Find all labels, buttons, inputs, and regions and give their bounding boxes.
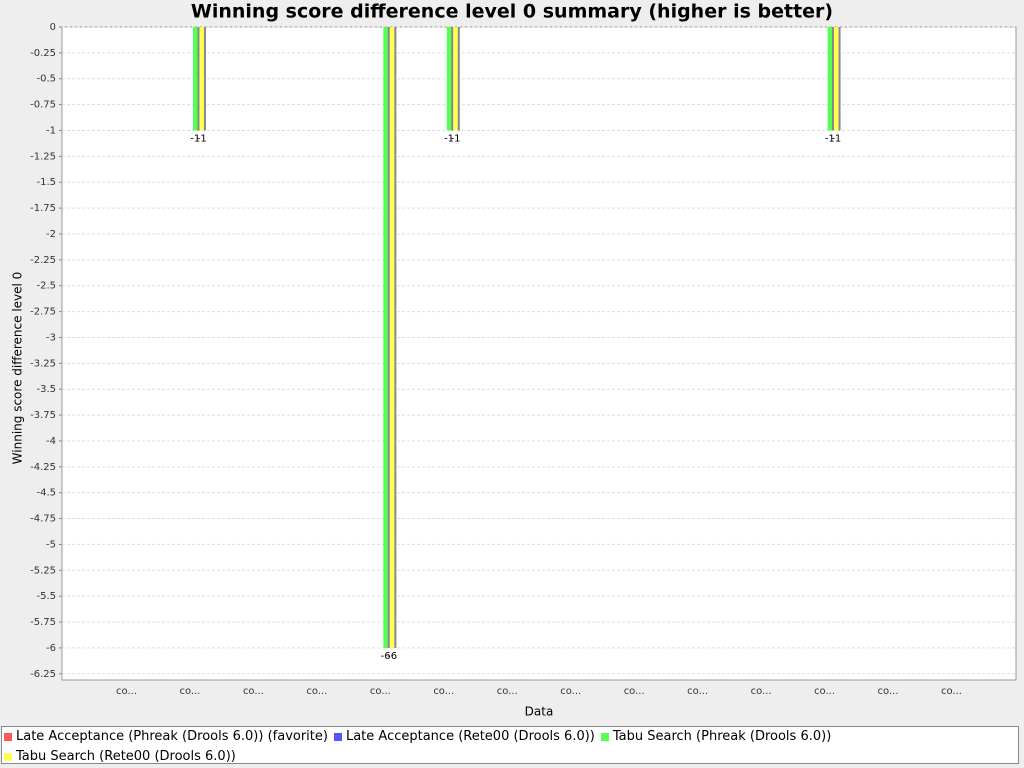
x-tick-label: co...: [560, 686, 581, 697]
y-tick-label: -3.5: [36, 384, 56, 395]
plot-area: [61, 26, 1017, 681]
bar: [446, 27, 452, 131]
x-tick-label: co...: [116, 686, 137, 697]
legend-swatch: [600, 732, 609, 741]
legend-item: Late Acceptance (Phreak (Drools 6.0)) (f…: [4, 727, 328, 747]
legend-label: Tabu Search (Rete00 (Drools 6.0)): [16, 749, 236, 764]
x-tick-label: co...: [687, 686, 708, 697]
y-tick-label: -1.75: [30, 203, 56, 214]
y-tick-label: -3.75: [30, 410, 56, 421]
x-tick-label: co...: [497, 686, 518, 697]
chart-title: Winning score difference level 0 summary…: [191, 1, 833, 23]
y-tick-label: -1.5: [36, 177, 56, 188]
x-tick-label: co...: [751, 686, 772, 697]
y-tick-label: -2: [46, 229, 56, 240]
legend-item: Late Acceptance (Rete00 (Drools 6.0)): [333, 727, 595, 747]
x-tick-label: co...: [624, 686, 645, 697]
data-label: -6: [381, 651, 391, 662]
y-tick-label: -3.25: [30, 358, 56, 369]
y-tick-label: -6.25: [30, 669, 56, 680]
x-tick-label: co...: [814, 686, 835, 697]
bar: [192, 27, 198, 131]
data-label: -1: [190, 133, 200, 144]
y-tick-label: -3: [46, 332, 56, 343]
y-tick-label: -5: [46, 539, 56, 550]
x-tick-label: co...: [370, 686, 391, 697]
x-tick-label: co...: [941, 686, 962, 697]
y-tick-label: -2.75: [30, 307, 56, 318]
data-label: -1: [825, 133, 835, 144]
bar: [834, 27, 839, 131]
bar: [453, 27, 458, 131]
legend-item: Tabu Search (Rete00 (Drools 6.0)): [4, 747, 236, 767]
y-tick-label: -0.25: [30, 48, 56, 59]
y-tick-label: -4: [46, 436, 56, 447]
legend-swatch: [4, 732, 12, 741]
y-tick-label: -6: [46, 643, 56, 654]
y-tick-label: -5.75: [30, 617, 56, 628]
data-label: -1: [451, 133, 461, 144]
y-tick-label: -2.5: [36, 281, 56, 292]
y-tick-label: -4.75: [30, 514, 56, 525]
x-axis-title: Data: [525, 705, 554, 719]
bar: [389, 27, 395, 648]
y-tick-label: -1.25: [30, 151, 56, 162]
bar: [383, 27, 388, 648]
legend: Late Acceptance (Phreak (Drools 6.0)) (f…: [1, 726, 1019, 764]
legend-label: Tabu Search (Phreak (Drools 6.0)): [612, 729, 832, 744]
bar: [199, 27, 204, 131]
y-tick-label: -4.25: [30, 462, 56, 473]
legend-label: Late Acceptance (Rete00 (Drools 6.0)): [345, 729, 595, 744]
y-tick-label: -4.5: [36, 488, 56, 499]
y-tick-label: -0.5: [36, 74, 56, 85]
y-tick-label: -2.25: [30, 255, 56, 266]
y-tick-label: -5.25: [30, 565, 56, 576]
data-label: -1: [831, 133, 841, 144]
data-label: -1: [197, 133, 207, 144]
data-label: -1: [444, 133, 454, 144]
y-tick-label: -0.75: [30, 100, 56, 111]
bar: [827, 27, 833, 131]
y-tick-label: -1: [46, 125, 56, 136]
x-tick-label: co...: [306, 686, 327, 697]
x-tick-label: co...: [179, 686, 200, 697]
y-tick-label: -5.5: [36, 591, 56, 602]
chart: Winning score difference level 0 summary…: [11, 1, 1017, 719]
legend-item: Tabu Search (Phreak (Drools 6.0)): [600, 727, 832, 747]
y-tick-label: 0: [50, 22, 56, 33]
legend-swatch: [333, 732, 342, 741]
y-axis-title: Winning score difference level 0: [11, 272, 25, 465]
x-tick-label: co...: [878, 686, 899, 697]
x-tick-label: co...: [433, 686, 454, 697]
legend-swatch: [4, 752, 12, 761]
data-label: -6: [387, 651, 397, 662]
legend-label: Late Acceptance (Phreak (Drools 6.0)) (f…: [16, 729, 328, 744]
x-tick-label: co...: [243, 686, 264, 697]
